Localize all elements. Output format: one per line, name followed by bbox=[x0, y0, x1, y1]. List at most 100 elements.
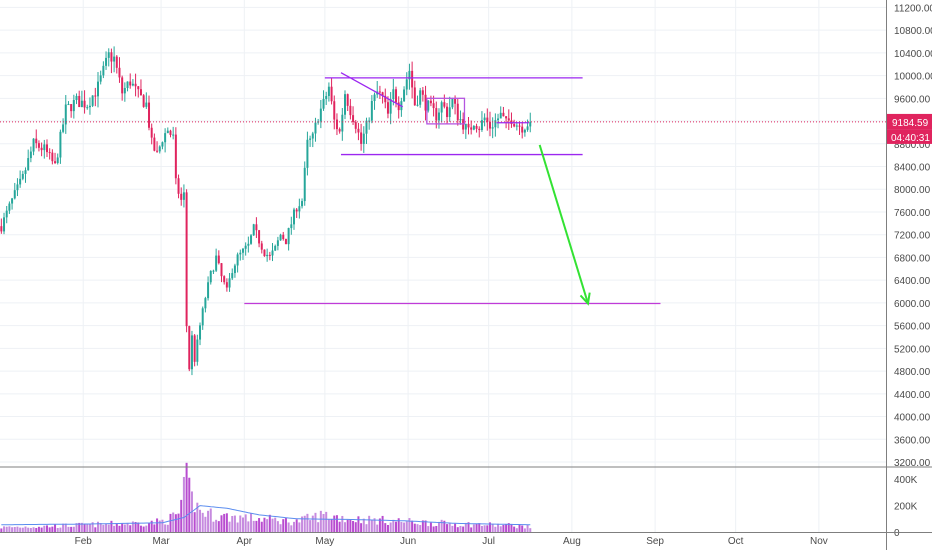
volume-bar bbox=[349, 519, 352, 532]
time-tick-label: Nov bbox=[810, 536, 828, 547]
trend-line-drawing[interactable] bbox=[340, 72, 404, 108]
volume-bar bbox=[432, 526, 435, 532]
volume-bar bbox=[8, 526, 11, 532]
candle-body bbox=[319, 108, 322, 122]
volume-bar bbox=[395, 521, 398, 532]
price-tick-label: 5600.00 bbox=[894, 322, 931, 333]
price-tick-label: 10000.00 bbox=[894, 72, 932, 83]
volume-bar bbox=[11, 527, 14, 532]
candle-body bbox=[96, 81, 99, 97]
volume-bar bbox=[225, 513, 228, 532]
candle-body bbox=[62, 124, 65, 132]
candle-body bbox=[421, 90, 424, 95]
candle-body bbox=[368, 120, 371, 122]
volume-bar bbox=[376, 524, 379, 532]
candle-body bbox=[392, 89, 395, 100]
candle-body bbox=[292, 209, 295, 225]
volume-bar bbox=[45, 525, 48, 532]
candle-body bbox=[166, 130, 169, 134]
candle-body bbox=[276, 240, 279, 246]
candle-body bbox=[357, 128, 360, 133]
volume-bar bbox=[129, 525, 132, 532]
volume-bar bbox=[113, 525, 116, 532]
volume-bar bbox=[491, 523, 494, 532]
candle-body bbox=[102, 65, 105, 76]
candle-body bbox=[51, 152, 54, 162]
price-tick-label: 8800.00 bbox=[894, 140, 931, 151]
candle-body bbox=[263, 249, 266, 257]
volume-bar bbox=[56, 528, 59, 532]
candle-body bbox=[266, 254, 269, 257]
candle-body bbox=[142, 95, 145, 107]
candle-body bbox=[24, 170, 27, 174]
volume-bar bbox=[260, 521, 263, 532]
volume-bar bbox=[123, 524, 126, 532]
candle-body bbox=[327, 86, 330, 97]
candle-body bbox=[505, 116, 508, 119]
candle-body bbox=[523, 129, 526, 133]
candle-body bbox=[346, 94, 349, 106]
rectangle-drawing[interactable] bbox=[426, 97, 466, 125]
candle-body bbox=[491, 127, 494, 129]
arrow-head[interactable] bbox=[579, 292, 591, 306]
candle-body bbox=[215, 255, 218, 271]
candle-body bbox=[199, 325, 202, 340]
candle-body bbox=[521, 126, 524, 133]
candle-body bbox=[64, 104, 67, 125]
arrow-shaft[interactable] bbox=[538, 144, 589, 304]
volume-bar bbox=[137, 522, 140, 532]
candle-body bbox=[8, 203, 11, 211]
candle-body bbox=[454, 98, 457, 104]
volume-bar bbox=[177, 513, 180, 532]
candle-body bbox=[362, 133, 365, 144]
candle-body bbox=[94, 95, 97, 97]
candle-body bbox=[529, 121, 532, 127]
volume-bar bbox=[413, 523, 416, 532]
candle-body bbox=[188, 326, 191, 370]
candle-body bbox=[389, 99, 392, 114]
candle-body bbox=[212, 270, 215, 272]
volume-tick-label: 200K bbox=[894, 502, 918, 513]
drawing-annotations[interactable] bbox=[0, 72, 886, 306]
volume-bar bbox=[416, 524, 419, 532]
volume-bar bbox=[311, 515, 314, 532]
candle-body bbox=[483, 117, 486, 121]
volume-bar bbox=[88, 523, 91, 532]
candle-body bbox=[11, 198, 14, 204]
volume-bar bbox=[502, 524, 505, 532]
current-price-badge bbox=[887, 113, 932, 130]
price-tick-label: 3600.00 bbox=[894, 435, 931, 446]
volume-bar bbox=[5, 526, 8, 532]
volume-bar bbox=[250, 513, 253, 532]
volume-bar bbox=[298, 522, 301, 532]
candle-body bbox=[284, 239, 287, 245]
countdown-badge bbox=[887, 129, 932, 144]
volume-bar bbox=[99, 522, 102, 532]
volume-bar bbox=[421, 520, 424, 532]
candle-body bbox=[139, 89, 142, 96]
volume-bar bbox=[188, 477, 191, 532]
candle-body bbox=[121, 77, 124, 94]
volume-bar bbox=[330, 519, 333, 532]
volume-bar bbox=[255, 520, 258, 532]
volume-bar bbox=[204, 516, 207, 532]
candle-body bbox=[29, 151, 32, 159]
volume-bar bbox=[440, 519, 443, 532]
volume-bar bbox=[158, 520, 161, 532]
candle-body bbox=[411, 70, 414, 88]
candle-body bbox=[228, 278, 231, 288]
candle-body bbox=[295, 209, 298, 212]
time-tick-label: Jun bbox=[400, 536, 416, 547]
candle-body bbox=[196, 339, 199, 362]
candle-body bbox=[239, 252, 242, 255]
candle-body bbox=[35, 138, 38, 144]
volume-moving-average bbox=[1, 505, 531, 526]
volume-bar bbox=[403, 522, 406, 532]
candle-body bbox=[333, 101, 336, 120]
candle-body bbox=[370, 100, 373, 121]
volume-bar bbox=[505, 524, 508, 532]
volume-bar bbox=[429, 522, 432, 532]
